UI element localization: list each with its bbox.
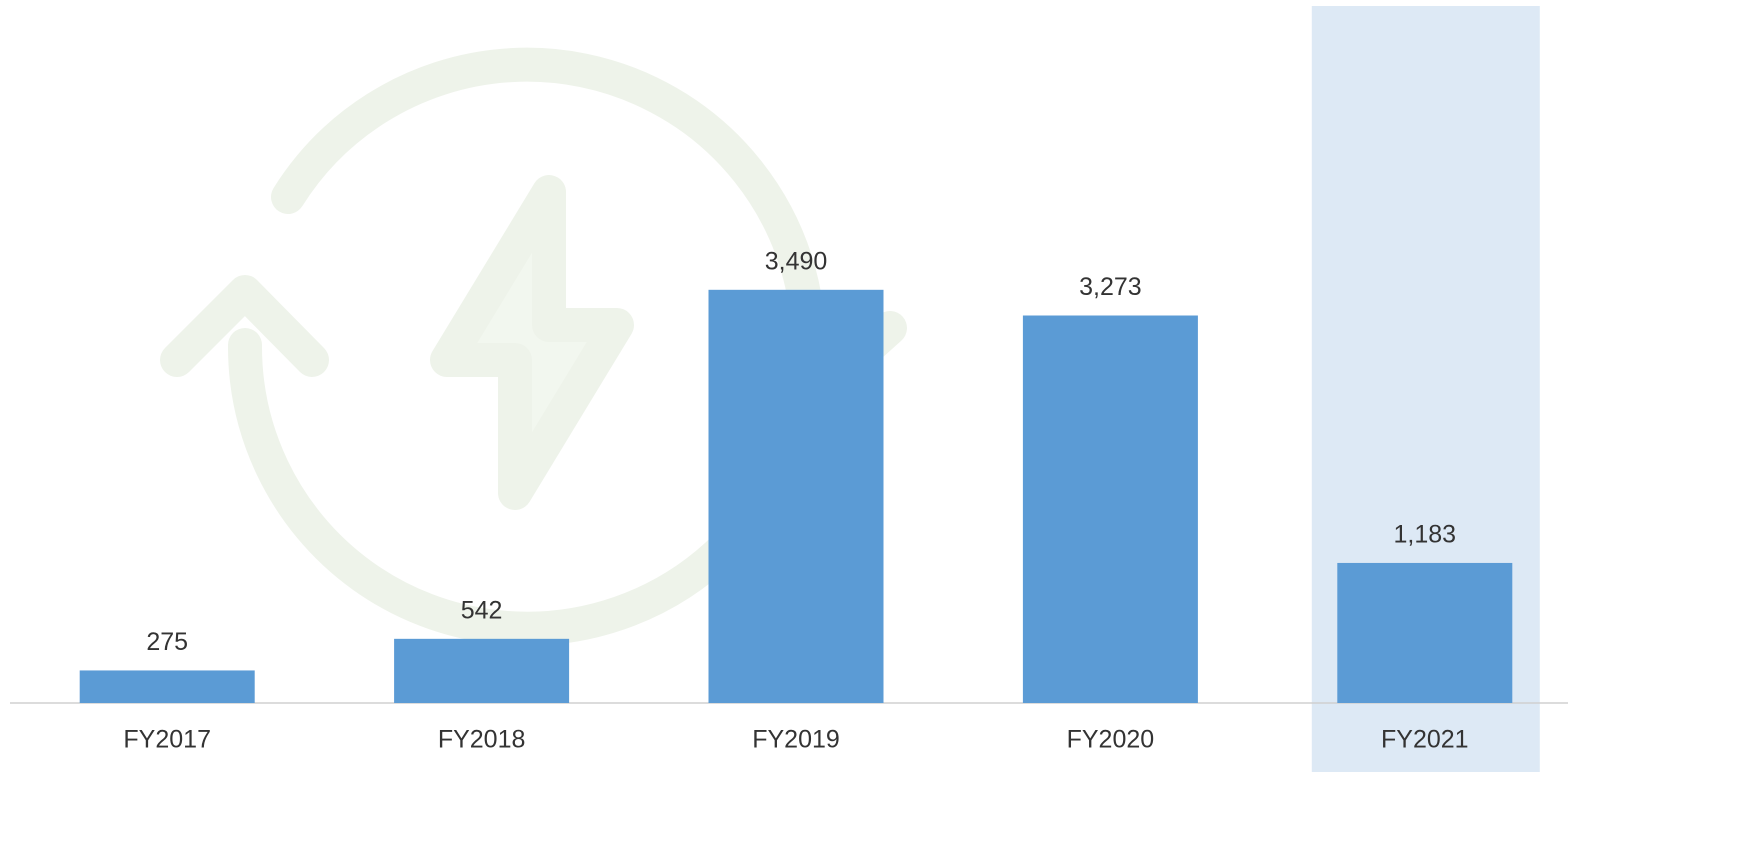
x-tick-label: FY2017: [123, 726, 211, 754]
x-tick-label: FY2020: [1067, 726, 1155, 754]
value-label: 1,183: [1394, 521, 1457, 549]
bar: [1022, 315, 1198, 703]
bar: [394, 638, 570, 703]
bar: [79, 670, 255, 703]
x-tick-label: FY2018: [438, 726, 526, 754]
watermark-arrowhead: [160, 275, 329, 377]
value-label: 3,273: [1079, 273, 1142, 301]
x-tick-label: FY2019: [752, 726, 840, 754]
bar: [1337, 562, 1513, 703]
x-tick-label: FY2021: [1381, 726, 1469, 754]
bar: [708, 289, 884, 703]
value-label: 542: [461, 596, 503, 624]
value-label: 3,490: [765, 247, 828, 275]
marks-layer: FY2017 275 FY2018 542 FY2019 3,490 FY2020 3,273…: [10, 247, 1568, 754]
value-label: 275: [146, 628, 188, 656]
watermark-bolt: [430, 175, 634, 510]
